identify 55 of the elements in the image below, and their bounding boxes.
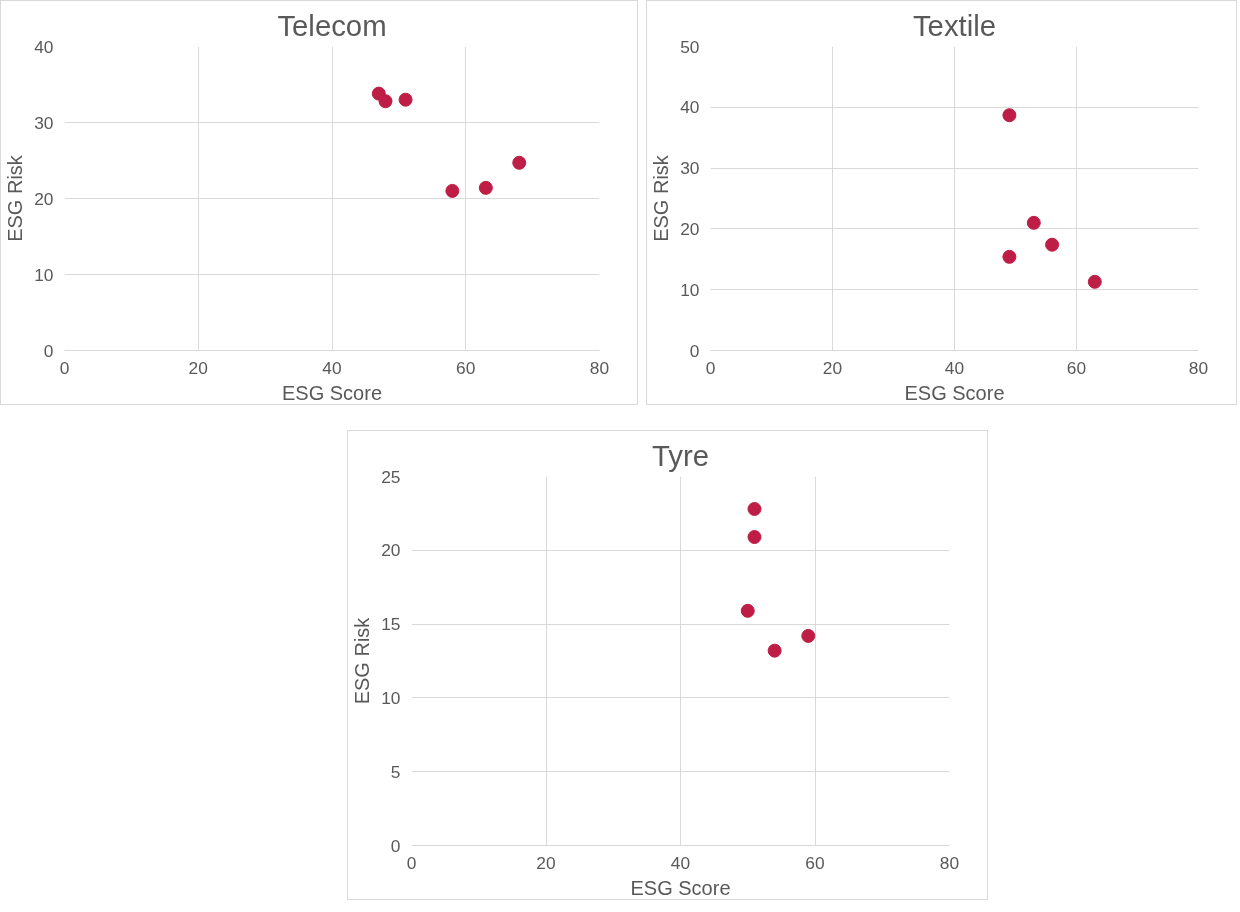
point [801,628,816,643]
point [478,180,493,195]
y-tick-label: 30 [34,112,54,133]
y-tick-label: 25 [381,466,401,487]
y-tick-label: 20 [34,188,54,209]
chart-title: Telecom [277,8,387,42]
y-tick-label: 15 [381,614,401,635]
y-tick-label: 0 [689,340,700,361]
point [378,94,393,109]
point [767,643,782,658]
x-tick-label: 60 [805,852,825,873]
x-tick-label: 60 [456,357,476,378]
y-tick-label: 40 [34,36,54,57]
chart-title: Tyre [651,438,710,472]
x-tick-label: 0 [59,357,70,378]
x-tick-label: 60 [1066,357,1087,378]
point [512,155,527,170]
y-axis-title: ESG Risk [4,154,27,242]
x-tick-label: 20 [188,357,208,378]
x-tick-label: 80 [1188,357,1209,378]
y-tick-label: 50 [680,36,700,57]
x-axis-title: ESG Score [630,876,731,899]
y-tick-label: 10 [680,279,700,300]
x-tick-label: 40 [322,357,342,378]
point [398,92,413,107]
x-tick-label: 20 [536,852,556,873]
y-tick-label: 5 [390,761,401,782]
y-tick-label: 10 [381,687,401,708]
x-tick-label: 80 [939,852,960,873]
x-tick-label: 0 [705,357,716,378]
x-tick-label: 40 [944,357,965,378]
y-tick-label: 20 [680,218,700,239]
x-axis-title: ESG Score [904,381,1005,404]
y-axis-title: ESG Risk [650,154,673,242]
point [1045,237,1060,252]
y-tick-label: 0 [43,340,54,361]
point [1002,249,1017,264]
y-tick-label: 40 [680,97,700,118]
point [1002,108,1017,123]
x-tick-label: 20 [822,357,843,378]
x-axis-title: ESG Score [281,381,383,404]
point [1026,215,1041,230]
point [747,530,762,544]
point [747,501,762,516]
y-tick-label: 0 [390,835,401,856]
chart-title: Textile [912,8,997,42]
y-tick-label: 20 [381,540,401,561]
y-tick-label: 30 [680,158,700,179]
y-tick-label: 10 [34,264,54,285]
point [740,603,755,618]
point [1087,274,1102,289]
x-tick-label: 0 [406,852,417,873]
y-axis-title: ESG Risk [351,616,374,705]
point [445,183,460,198]
x-tick-label: 80 [589,357,610,378]
